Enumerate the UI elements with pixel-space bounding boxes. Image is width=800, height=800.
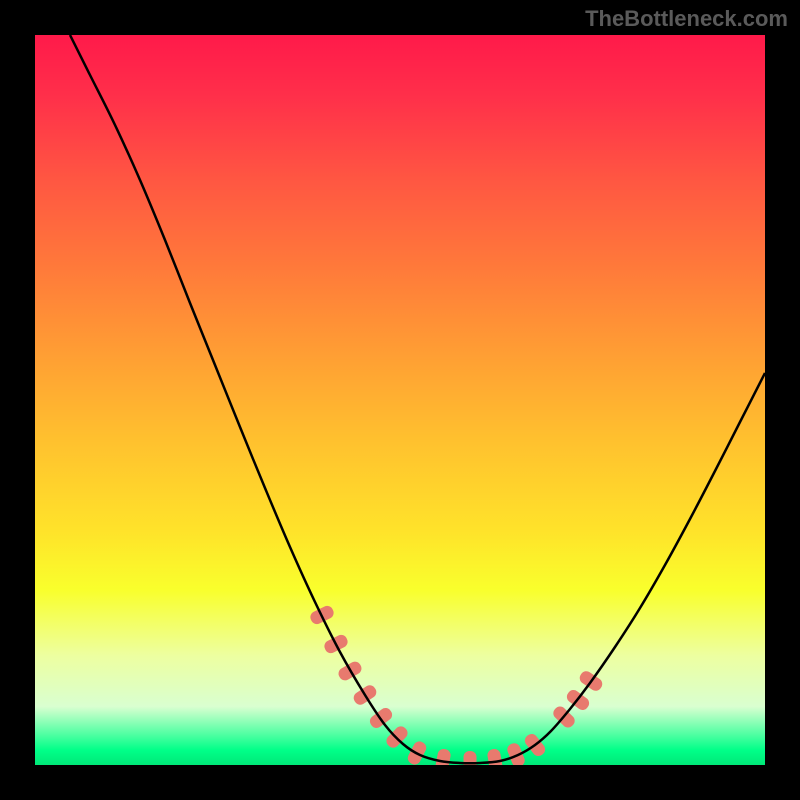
curve-svg bbox=[35, 35, 765, 765]
plot-area bbox=[35, 35, 765, 765]
watermark: TheBottleneck.com bbox=[585, 6, 788, 32]
markers-group bbox=[308, 604, 604, 765]
bottleneck-curve bbox=[70, 35, 765, 763]
